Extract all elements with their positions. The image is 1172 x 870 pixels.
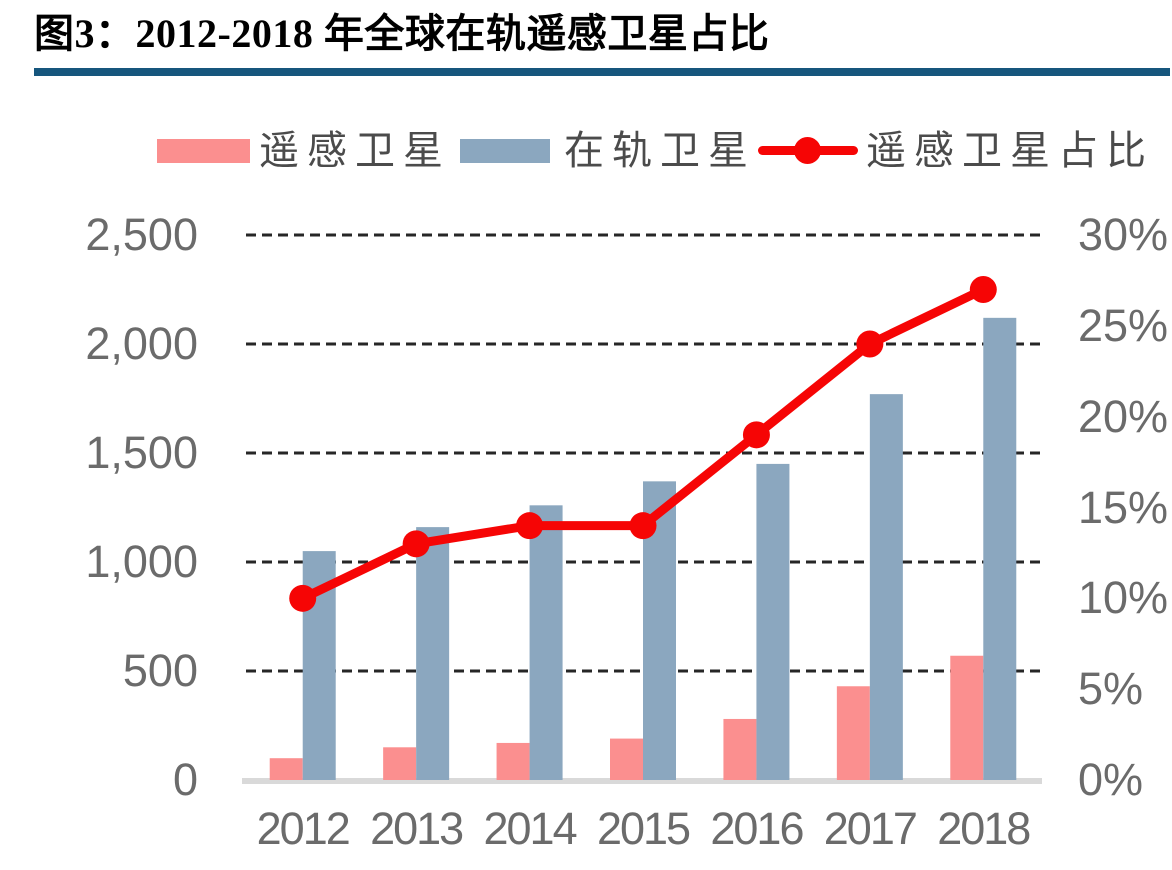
title-underline-rule (34, 68, 1170, 76)
y-axis-right-tick: 25% (1078, 299, 1169, 351)
x-axis-baseline (242, 778, 1042, 784)
chart-legend: 遥感卫星 在轨卫星 遥感卫星占比 (0, 120, 1172, 180)
ratio-point-2016 (742, 421, 770, 449)
bar-remote-sensing-2016 (723, 718, 757, 780)
x-axis-tick: 2017 (823, 803, 918, 854)
y-axis-right-tick: 15% (1078, 481, 1169, 533)
legend-label-ratio: 遥感卫星占比 (866, 128, 1154, 173)
y-axis-right-tick: 30% (1078, 209, 1169, 260)
legend-dot-marker-icon (794, 137, 821, 164)
y-axis-left-tick: 500 (122, 645, 198, 696)
x-axis-tick: 2015 (596, 803, 691, 854)
x-axis-tick: 2018 (937, 803, 1031, 854)
y-axis-right-tick: 0% (1078, 754, 1144, 805)
y-axis-right-tick: 20% (1078, 390, 1169, 442)
y-axis-left-tick: 2,000 (85, 318, 198, 369)
bar-in-orbit-2018 (983, 317, 1017, 780)
ratio-point-2013 (402, 530, 430, 558)
legend-label-in-orbit: 在轨卫星 (564, 128, 756, 173)
bar-in-orbit-2014 (529, 505, 563, 780)
y-axis-right-tick: 10% (1078, 572, 1169, 624)
legend-label-remote-sensing: 遥感卫星 (259, 128, 451, 173)
bar-remote-sensing-2018 (950, 655, 984, 780)
x-axis-tick: 2013 (370, 803, 464, 854)
y-axis-left-tick: 2,500 (85, 209, 198, 260)
ratio-point-2014 (516, 512, 544, 540)
ratio-point-2012 (289, 584, 317, 612)
x-axis-tick: 2012 (256, 803, 351, 854)
x-axis-tick: 2016 (710, 803, 804, 854)
ratio-point-2015 (629, 512, 657, 540)
chart-title: 图3：2012-2018 年全球在轨遥感卫星占比 (34, 11, 770, 56)
y-axis-left-tick: 0 (172, 754, 198, 805)
bar-remote-sensing-2015 (610, 738, 643, 780)
legend-swatch-in-orbit (460, 139, 550, 163)
bar-remote-sensing-2012 (269, 758, 303, 780)
bar-remote-sensing-2017 (836, 686, 870, 780)
bar-in-orbit-2016 (756, 463, 790, 780)
ratio-point-2017 (856, 330, 884, 358)
bar-remote-sensing-2014 (496, 742, 530, 780)
bar-in-orbit-2017 (869, 394, 903, 780)
ratio-point-2018 (969, 276, 997, 303)
bar-in-orbit-2013 (416, 527, 450, 780)
y-axis-left-tick: 1,000 (85, 536, 198, 587)
x-axis-tick: 2014 (483, 803, 578, 854)
bar-remote-sensing-2013 (383, 747, 417, 780)
y-axis-left-tick: 1,500 (85, 427, 198, 478)
legend-swatch-remote-sensing (157, 139, 250, 163)
y-axis-right-tick: 5% (1078, 663, 1144, 715)
